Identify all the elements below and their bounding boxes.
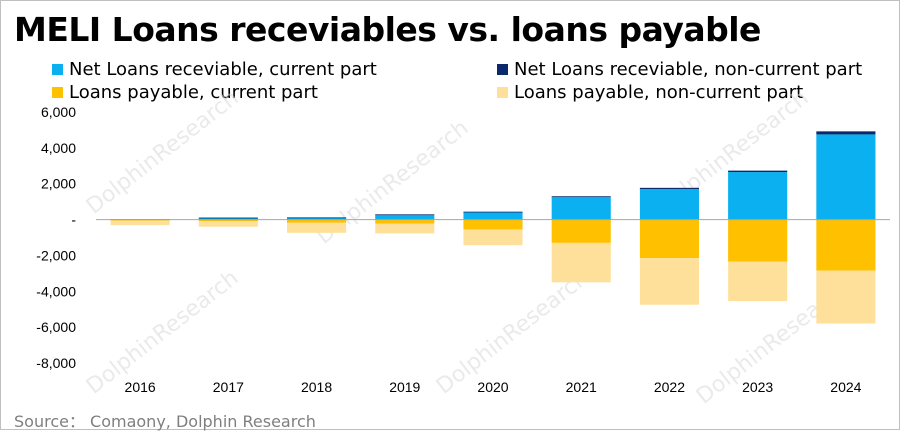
x-tick-label: 2019: [389, 379, 420, 395]
x-tick-label: 2022: [654, 379, 685, 395]
bar-payable-current: [463, 219, 523, 230]
x-tick-label: 2024: [830, 379, 861, 395]
chart-title: MELI Loans receviables vs. loans payable: [14, 10, 761, 49]
x-tick-label: 2017: [213, 379, 244, 395]
legend-item-net-current: Net Loans receviable, current part: [52, 59, 377, 80]
legend-item-payable-noncurrent: Loans payable, non-current part: [497, 82, 803, 103]
bar-payable-current: [375, 219, 435, 224]
bar-net-noncurrent: [639, 187, 699, 190]
bar-net-noncurrent: [375, 214, 435, 216]
y-tick-label: 4,000: [41, 140, 76, 156]
legend-swatch-net-current: [52, 64, 63, 75]
bar-payable-noncurrent: [375, 223, 435, 234]
bar-payable-noncurrent: [287, 222, 347, 233]
legend-label-payable-current: Loans payable, current part: [69, 82, 318, 103]
bar-net-current: [198, 217, 258, 220]
bar-net-current: [816, 134, 876, 220]
legend-label-net-current: Net Loans receviable, current part: [69, 59, 377, 80]
bar-net-noncurrent: [551, 196, 611, 198]
bar-payable-noncurrent: [728, 261, 788, 302]
bar-payable-current: [639, 219, 699, 259]
y-tick-label: -8,000: [36, 355, 76, 371]
bar-payable-noncurrent: [551, 242, 611, 283]
bar-payable-current: [287, 219, 347, 223]
bar-payable-current: [816, 219, 876, 271]
x-tick-label: 2018: [301, 379, 332, 395]
legend-item-net-noncurrent: Net Loans receviable, non-current part: [497, 59, 862, 80]
bar-net-current: [287, 217, 347, 220]
bar-payable-noncurrent: [463, 229, 523, 246]
legend-label-payable-noncurrent: Loans payable, non-current part: [514, 82, 804, 103]
x-tick-label: 2021: [566, 379, 597, 395]
bar-net-current: [375, 215, 435, 220]
bar-payable-current: [198, 219, 258, 222]
x-tick-label: 2023: [742, 379, 773, 395]
legend-item-payable-current: Loans payable, current part: [52, 82, 318, 103]
bar-net-current: [639, 189, 699, 220]
bar-payable-noncurrent: [816, 270, 876, 324]
y-tick-label: 2,000: [41, 176, 76, 192]
bar-net-noncurrent: [198, 217, 258, 219]
y-tick-label: -: [71, 212, 76, 228]
source-note: Source： Comaony, Dolphin Research: [14, 412, 316, 431]
x-tick-label: 2016: [125, 379, 156, 395]
bar-net-current: [728, 172, 788, 220]
bar-net-noncurrent: [816, 131, 876, 135]
legend-swatch-payable-current: [52, 87, 63, 98]
legend-swatch-net-noncurrent: [497, 64, 508, 75]
bar-net-current: [463, 212, 523, 220]
bar-payable-noncurrent: [198, 221, 258, 227]
legend-swatch-payable-noncurrent: [497, 87, 508, 98]
bar-net-noncurrent: [728, 170, 788, 173]
bar-payable-current: [551, 219, 611, 243]
bar-payable-current: [110, 219, 170, 221]
bar-net-noncurrent: [463, 211, 523, 213]
x-tick-label: 2020: [477, 379, 508, 395]
bar-payable-noncurrent: [639, 258, 699, 305]
bar-net-noncurrent: [287, 217, 347, 219]
bar-payable-noncurrent: [110, 220, 170, 226]
y-tick-label: -6,000: [36, 319, 76, 335]
y-tick-label: -4,000: [36, 283, 76, 299]
y-tick-label: 6,000: [41, 104, 76, 120]
bar-net-current: [551, 197, 611, 220]
bar-payable-current: [728, 219, 788, 262]
y-tick-label: -2,000: [36, 247, 76, 263]
legend-label-net-noncurrent: Net Loans receviable, non-current part: [514, 59, 863, 80]
